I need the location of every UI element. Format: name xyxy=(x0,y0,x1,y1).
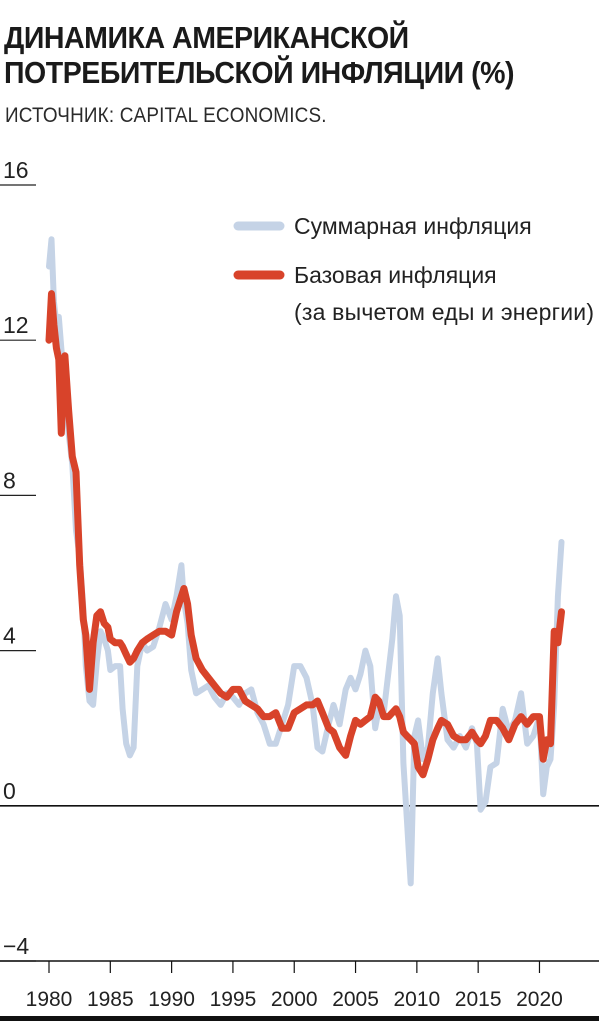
x-tick-label: 1990 xyxy=(148,988,195,1011)
series-line-core xyxy=(45,290,565,779)
x-tick-label: 1995 xyxy=(210,988,257,1011)
x-tick-label: 2005 xyxy=(332,988,379,1011)
x-tick-label: 1985 xyxy=(87,988,134,1011)
y-tick-label: −4 xyxy=(3,933,29,959)
chart-source: ИСТОЧНИК: CAPITAL ECONOMICS. xyxy=(5,104,327,127)
legend-label: Базовая инфляция xyxy=(294,262,497,288)
chart-title-line1: ДИНАМИКА АМЕРИКАНСКОЙ xyxy=(4,20,409,55)
y-tick-label: 4 xyxy=(3,623,16,649)
y-tick-label: 8 xyxy=(3,467,16,493)
bottom-rule xyxy=(0,1016,599,1021)
x-tick-label: 2015 xyxy=(455,988,502,1011)
legend-label: (за вычетом еды и энергии) xyxy=(294,299,594,325)
y-tick-label: 0 xyxy=(3,778,16,804)
x-tick-label: 2000 xyxy=(271,988,318,1011)
chart-title-line2: ПОТРЕБИТЕЛЬСКОЙ ИНФЛЯЦИИ (%) xyxy=(4,55,515,90)
legend-label: Суммарная инфляция xyxy=(294,213,532,239)
x-tick-label: 1980 xyxy=(26,988,73,1011)
chart-title: ДИНАМИКА АМЕРИКАНСКОЙ ПОТРЕБИТЕЛЬСКОЙ ИН… xyxy=(4,20,547,90)
y-tick-label: 12 xyxy=(3,312,29,338)
x-tick-label: 2020 xyxy=(516,988,563,1011)
x-tick-label: 2010 xyxy=(393,988,440,1011)
y-tick-label: 16 xyxy=(3,157,29,183)
series-line-headline xyxy=(46,236,565,887)
